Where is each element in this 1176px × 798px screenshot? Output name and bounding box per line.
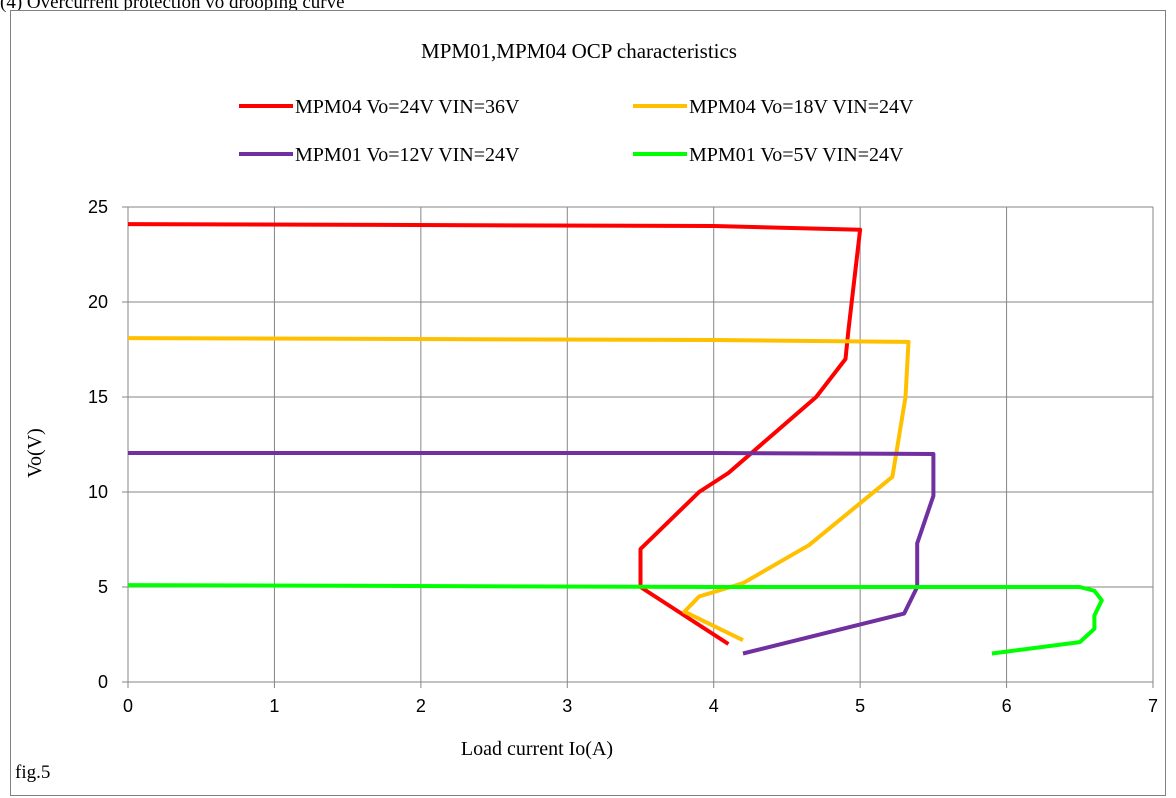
y-tick-label: 5 [98,577,108,597]
y-tick-label: 15 [88,387,108,407]
x-tick-label: 0 [123,696,133,716]
y-tick-label: 20 [88,292,108,312]
x-tick-label: 6 [1002,696,1012,716]
x-tick-label: 4 [709,696,719,716]
series-line-2 [127,336,911,642]
chart-frame: MPM01,MPM04 OCP characteristics MPM04 Vo… [10,10,1166,796]
legend-label-1: MPM04 Vo=24V VIN=36V [295,96,520,118]
caption: (4) Overcurrent protection vo drooping c… [0,0,345,13]
x-tick-label: 5 [855,696,865,716]
y-axis-label: Vo(V) [24,428,46,478]
series-line-4 [127,583,1104,656]
series-line-3 [128,451,936,656]
y-tick-label: 0 [98,672,108,692]
chart: MPM01,MPM04 OCP characteristics MPM04 Vo… [24,39,1158,760]
x-tick-label: 7 [1148,696,1158,716]
x-tick-label: 1 [269,696,279,716]
x-axis-label: Load current Io(A) [461,738,613,760]
x-tick-label: 3 [562,696,572,716]
plot-area: 0 1 2 3 4 5 6 7 0 5 10 15 20 25 [88,197,1158,716]
chart-title: MPM01,MPM04 OCP characteristics [421,39,737,63]
figure-label: fig.5 [15,762,51,783]
x-tick-label: 2 [416,696,426,716]
legend: MPM04 Vo=24V VIN=36V MPM04 Vo=18V VIN=24V… [239,96,914,166]
legend-label-4: MPM01 Vo=5V VIN=24V [689,144,904,166]
y-tick-label: 10 [88,482,108,502]
legend-label-3: MPM01 Vo=12V VIN=24V [295,144,520,166]
legend-label-2: MPM04 Vo=18V VIN=24V [689,96,914,118]
y-tick-label: 25 [88,197,108,217]
